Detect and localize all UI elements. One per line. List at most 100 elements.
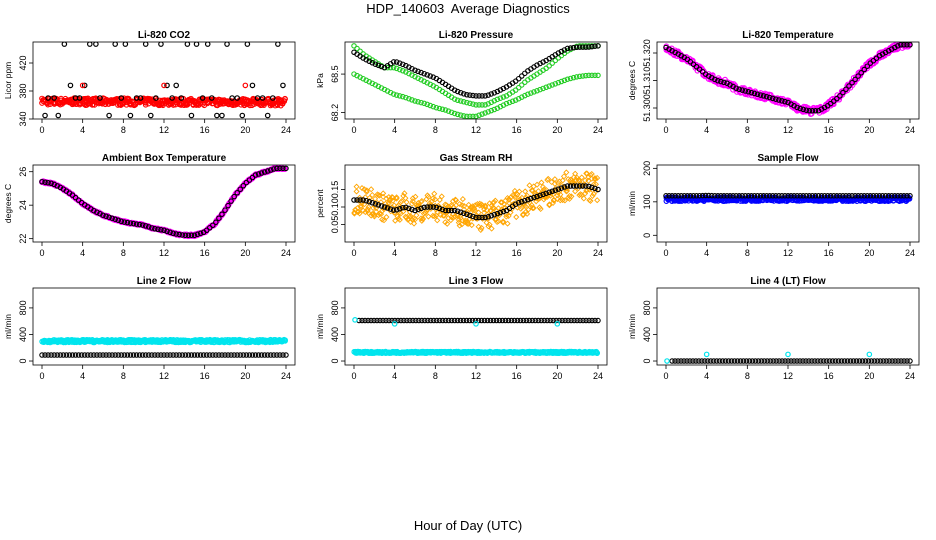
data-point [779, 193, 785, 199]
data-point [561, 197, 568, 204]
data-point [368, 317, 374, 324]
data-point [583, 183, 589, 189]
data-point [371, 317, 377, 324]
data-point [356, 210, 363, 217]
x-tick-label: 16 [824, 125, 834, 135]
series-green-lower [351, 71, 601, 119]
data-point [864, 193, 871, 199]
data-point [505, 317, 512, 324]
data-point [142, 42, 149, 47]
x-tick-label: 16 [824, 371, 834, 381]
data-point [526, 182, 533, 189]
data-point [797, 193, 803, 199]
data-point [213, 352, 219, 358]
data-point [782, 98, 788, 105]
data-point [849, 79, 855, 86]
data-point [889, 358, 895, 364]
data-point [555, 79, 562, 86]
data-point [567, 45, 574, 51]
data-point [239, 112, 246, 119]
data-point [372, 201, 379, 207]
data-point [751, 193, 758, 199]
data-point [497, 209, 504, 216]
data-point [712, 76, 718, 83]
data-point [401, 204, 408, 212]
data-point [203, 352, 210, 358]
data-point [219, 112, 225, 119]
data-point [769, 95, 776, 102]
data-point [803, 358, 809, 364]
data-point [464, 220, 471, 227]
data-point [525, 196, 531, 203]
data-point [86, 42, 93, 47]
data-point [547, 317, 553, 324]
data-point [433, 204, 440, 211]
data-point [445, 207, 452, 214]
x-tick-label: 8 [433, 125, 438, 135]
data-point [746, 358, 753, 364]
x-tick-label: 4 [704, 371, 709, 381]
y-tick-label: 0.15 [330, 181, 340, 199]
data-point [184, 42, 191, 47]
data-point [115, 352, 122, 358]
data-point [573, 183, 580, 189]
data-point [785, 358, 791, 364]
data-point [252, 352, 259, 358]
x-tick-label: 4 [80, 248, 85, 258]
data-point [517, 205, 524, 212]
data-point [363, 188, 370, 195]
panel-title: Li-820 Pressure [439, 30, 514, 41]
data-point [559, 197, 566, 204]
data-point [760, 93, 767, 99]
data-point [60, 352, 67, 358]
data-point [222, 352, 228, 358]
data-point [467, 92, 473, 98]
data-point [515, 200, 522, 206]
data-point [752, 358, 759, 364]
data-point [904, 358, 910, 364]
data-point [93, 42, 99, 47]
data-point [228, 352, 234, 358]
x-tick-label: 16 [512, 371, 522, 381]
data-point [369, 191, 376, 199]
data-point [200, 352, 207, 358]
data-point [755, 358, 762, 364]
data-point [876, 193, 883, 199]
data-point [840, 89, 846, 96]
data-point [427, 204, 433, 210]
x-tick-label: 8 [745, 248, 750, 258]
panel-line4: Line 4 (LT) Flow 0 4 8 12 16 20 24 0 400 800 ml/min [627, 276, 920, 381]
panel-line3: Line 3 Flow 0 4 8 12 16 20 24 0 400 800 ml/min [315, 276, 608, 381]
data-point [451, 87, 458, 93]
data-point [488, 107, 494, 114]
data-point [788, 193, 794, 199]
x-tick-label: 20 [552, 248, 562, 258]
data-point [133, 352, 140, 358]
y-axis-label: ml/min [3, 314, 13, 339]
y-tick-label: 0 [642, 359, 652, 364]
data-point [464, 211, 470, 218]
data-point [158, 352, 164, 358]
series-cyan-markers [664, 351, 873, 364]
data-point [449, 198, 456, 205]
data-point [687, 358, 693, 364]
data-point [66, 352, 73, 358]
data-point [124, 352, 131, 358]
data-point [583, 72, 589, 79]
x-tick-label: 4 [392, 248, 397, 258]
data-point [904, 42, 910, 48]
data-point [176, 231, 183, 238]
data-point [529, 317, 536, 324]
x-tick-label: 24 [281, 125, 291, 135]
x-tick-label: 24 [281, 371, 291, 381]
data-point [715, 78, 721, 84]
data-point [106, 214, 112, 220]
data-point [416, 207, 423, 214]
data-point [763, 93, 770, 100]
data-point [359, 317, 365, 324]
data-point [672, 193, 678, 199]
data-point [858, 193, 864, 199]
data-point [185, 232, 192, 239]
x-tick-label: 20 [240, 371, 250, 381]
data-point [511, 317, 518, 324]
